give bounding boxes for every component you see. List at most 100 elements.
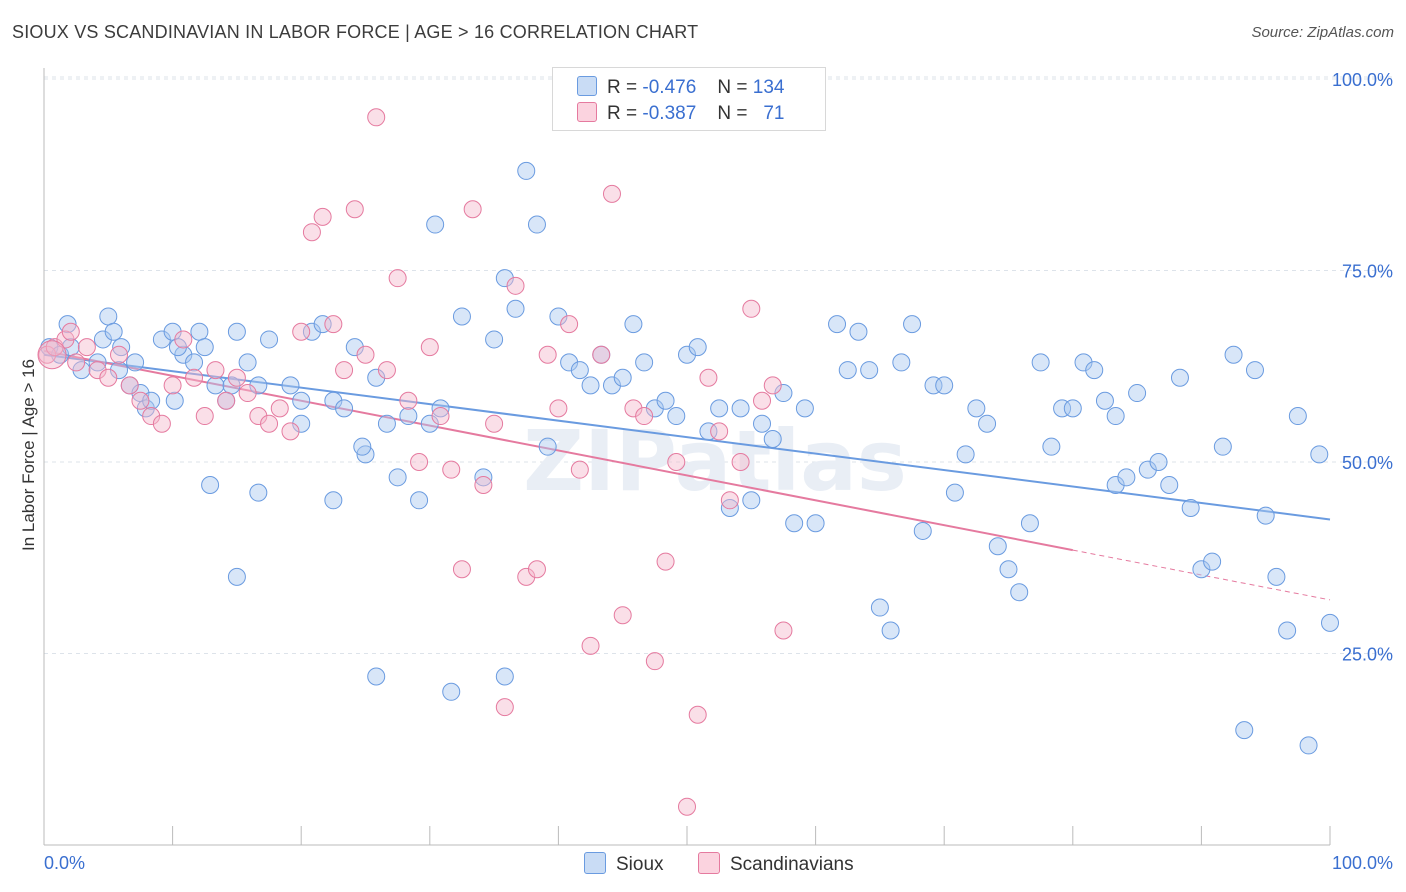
point-sioux xyxy=(93,330,112,349)
point-sioux xyxy=(667,407,686,426)
trend-line-dashed-scandinavians xyxy=(1072,549,1331,601)
point-scandinavians xyxy=(527,560,546,579)
point-scandinavians xyxy=(399,391,418,410)
point-sioux xyxy=(281,376,300,395)
point-scandinavians xyxy=(206,361,225,380)
point-scandinavians xyxy=(61,322,80,341)
point-scandinavians xyxy=(110,345,129,364)
point-sioux xyxy=(602,376,621,395)
point-sioux xyxy=(99,307,118,326)
point-sioux xyxy=(506,299,525,318)
trend-line-sioux xyxy=(43,353,1331,521)
point-sioux xyxy=(1213,437,1232,456)
point-scandinavians xyxy=(624,399,643,418)
trend-lines xyxy=(43,349,1331,601)
point-sioux xyxy=(1020,514,1039,533)
point-scandinavians xyxy=(431,407,450,426)
point-scandinavians xyxy=(570,460,589,479)
point-scandinavians xyxy=(753,391,772,410)
point-sioux xyxy=(935,376,954,395)
point-scandinavians xyxy=(635,407,654,426)
point-sioux xyxy=(324,391,343,410)
legend-swatch-scandinavians xyxy=(577,102,597,122)
point-scandinavians xyxy=(292,322,311,341)
point-scandinavians xyxy=(131,391,150,410)
point-sioux xyxy=(849,322,868,341)
point-sioux xyxy=(442,682,461,701)
point-sioux xyxy=(656,391,675,410)
point-sioux xyxy=(185,353,204,372)
point-scandinavians xyxy=(442,460,461,479)
point-sioux xyxy=(527,215,546,234)
point-sioux xyxy=(249,376,268,395)
point-sioux xyxy=(1149,453,1168,471)
legend-row-sioux: R = -0.476 N = 134 xyxy=(577,76,784,100)
point-sioux xyxy=(645,399,664,418)
point-sioux xyxy=(249,483,268,502)
point-sioux xyxy=(495,269,514,288)
point-sioux xyxy=(377,414,396,433)
point-sioux xyxy=(495,667,514,686)
source-label: Source: ZipAtlas.com xyxy=(1251,24,1394,41)
point-scandinavians xyxy=(88,361,107,380)
point-scandinavians xyxy=(420,338,439,357)
point-sioux xyxy=(1138,460,1157,479)
point-sioux xyxy=(924,376,943,395)
legend-r-label: R = xyxy=(607,77,638,98)
point-sioux xyxy=(388,468,407,487)
point-sioux xyxy=(1010,583,1029,602)
point-sioux xyxy=(1042,437,1061,456)
point-scandinavians xyxy=(517,567,536,586)
point-scandinavians xyxy=(356,345,375,364)
point-sioux xyxy=(581,376,600,395)
legend-n-value: 134 xyxy=(752,77,785,98)
point-scandinavians xyxy=(377,361,396,380)
point-scandinavians xyxy=(613,606,632,625)
point-sioux xyxy=(806,514,825,533)
axes xyxy=(43,68,1331,846)
bottom-legend-scandinavians[interactable]: Scandinavians xyxy=(698,852,854,876)
chart-title: SIOUX VS SCANDINAVIAN IN LABOR FORCE | A… xyxy=(12,22,699,42)
legend-swatch-sioux xyxy=(577,76,597,96)
point-scandinavians xyxy=(645,652,664,671)
point-sioux xyxy=(190,322,209,341)
tick-labels: 25.0% 50.0% 75.0% 100.0% 0.0% 100.0% xyxy=(44,70,1393,873)
point-sioux xyxy=(795,399,814,418)
point-sioux xyxy=(399,407,418,426)
legend-n-label: N = xyxy=(717,77,748,98)
point-sioux xyxy=(1095,391,1114,410)
point-sioux xyxy=(720,498,739,517)
point-sioux xyxy=(88,353,107,372)
bottom-legend-swatch-sioux xyxy=(584,852,606,874)
point-scandinavians xyxy=(270,399,289,418)
point-sioux xyxy=(967,399,986,418)
bottom-legend-label: Sioux xyxy=(616,854,664,875)
point-scandinavians xyxy=(538,345,557,364)
point-scandinavians xyxy=(142,407,161,426)
legend-n-label: N = xyxy=(717,103,748,124)
point-sioux xyxy=(238,353,257,372)
point-sioux xyxy=(367,667,386,686)
point-sioux xyxy=(1278,621,1297,640)
point-sioux xyxy=(945,483,964,502)
point-sioux xyxy=(110,361,129,380)
point-sioux xyxy=(1063,399,1082,418)
point-sioux xyxy=(560,353,579,372)
point-scandinavians xyxy=(260,414,279,433)
point-sioux xyxy=(731,399,750,418)
point-scandinavians xyxy=(731,453,750,471)
bottom-legend-swatch-scandinavians xyxy=(698,852,720,874)
data-points xyxy=(37,108,1339,816)
bottom-legend-sioux[interactable]: Sioux xyxy=(584,852,664,876)
point-scandinavians xyxy=(324,315,343,334)
point-sioux xyxy=(785,514,804,533)
point-sioux xyxy=(1085,361,1104,380)
point-sioux xyxy=(1053,399,1072,418)
point-sioux xyxy=(1106,407,1125,426)
point-sioux xyxy=(624,315,643,334)
point-sioux xyxy=(678,345,696,364)
point-sioux xyxy=(956,445,975,464)
point-scandinavians xyxy=(335,361,354,380)
stats-legend: R = -0.476 N = 134 R = -0.387 N = 71 xyxy=(552,67,826,131)
